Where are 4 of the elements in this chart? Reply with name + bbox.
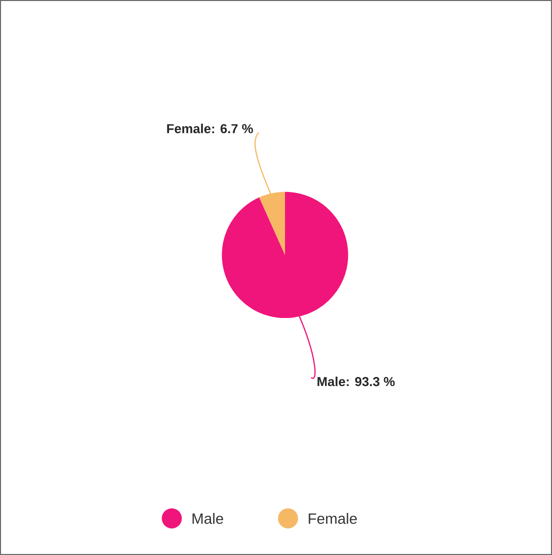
legend-label: Female [308,512,357,524]
data-label: Male: 93.3 % [318,376,395,386]
data-label: Female: 6.7 % [167,124,253,134]
legend-label: Male [192,512,224,524]
